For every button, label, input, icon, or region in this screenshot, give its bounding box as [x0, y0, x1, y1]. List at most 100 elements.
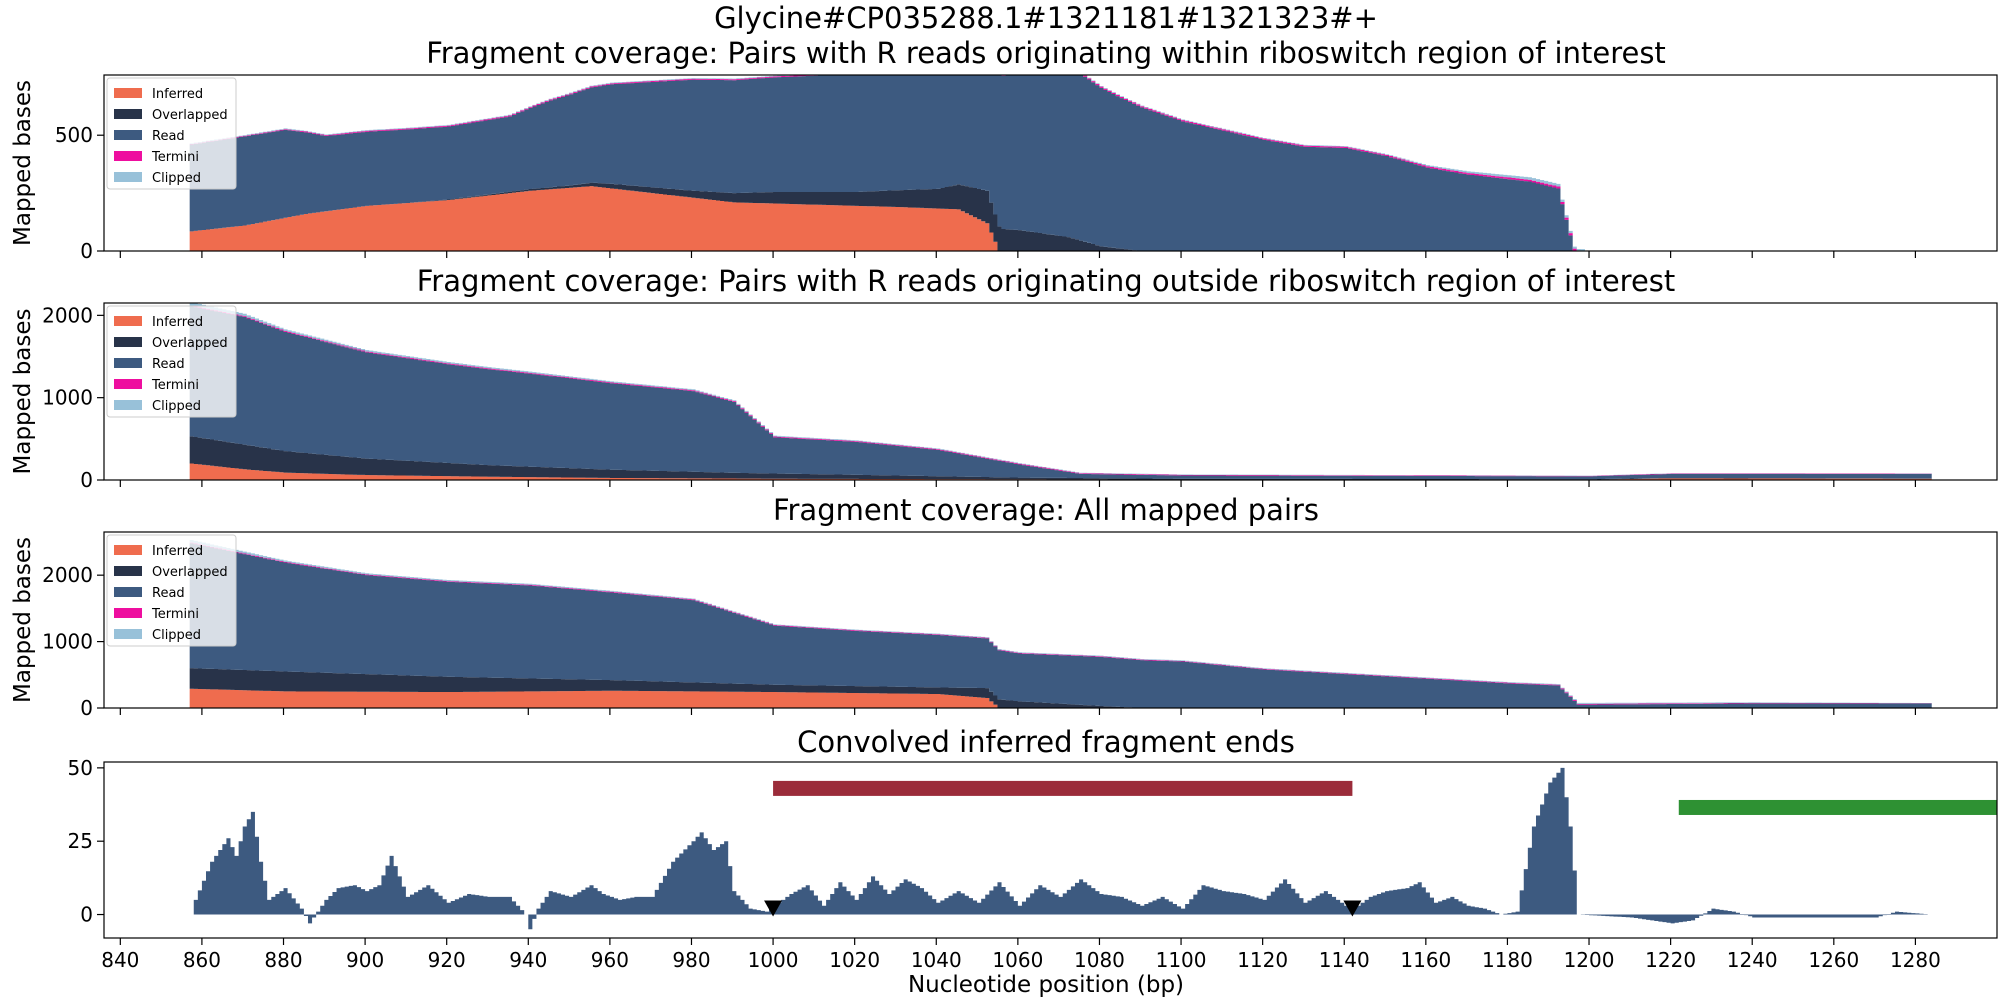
y-axis-label: Mapped bases — [10, 308, 36, 474]
y-tick-label: 0 — [80, 903, 93, 927]
legend: Inferred Overlapped Read Termini Clipped — [106, 534, 237, 647]
series-area-overlapped — [189, 668, 1997, 708]
axes-frame — [103, 531, 1998, 709]
legend-swatch-read — [114, 130, 142, 140]
x-tick-label: 1080 — [1074, 948, 1125, 972]
legend-label: Termini — [151, 378, 199, 393]
annotation-bar-2 — [1678, 799, 1997, 815]
legend-label: Read — [152, 357, 185, 372]
legend-label: Clipped — [152, 399, 201, 414]
legend-swatch-read — [114, 358, 142, 368]
legend-label: Clipped — [152, 628, 201, 643]
x-tick-label: 980 — [672, 948, 710, 972]
series-area-read — [189, 306, 1997, 480]
x-axis-label: Nucleotide position (bp) — [908, 972, 1184, 998]
x-tick-label: 1020 — [829, 948, 880, 972]
legend-swatch-inferred — [114, 316, 142, 326]
x-tick-label: 900 — [346, 948, 384, 972]
x-tick-label: 920 — [428, 948, 466, 972]
panels: Fragment coverage: Pairs with R reads or… — [10, 36, 1998, 972]
legend-swatch-inferred — [114, 545, 142, 555]
x-tick-label: 1240 — [1727, 948, 1778, 972]
plot-marks — [189, 303, 1997, 480]
legend-label: Overlapped — [152, 565, 228, 580]
y-axis-label: Mapped bases — [10, 80, 36, 246]
legend-label: Inferred — [152, 315, 203, 330]
panel-title: Fragment coverage: Pairs with R reads or… — [417, 264, 1676, 298]
axes-frame — [103, 302, 1998, 481]
position-marker-1 — [764, 900, 783, 917]
y-tick-label: 500 — [55, 123, 93, 147]
legend-label: Inferred — [152, 87, 203, 102]
x-tick-label: 960 — [591, 948, 629, 972]
panel-2: Fragment coverage: Pairs with R reads or… — [10, 264, 1998, 492]
x-tick-label: 1160 — [1400, 948, 1451, 972]
legend-swatch-clipped — [114, 172, 142, 182]
panel-title: Fragment coverage: Pairs with R reads or… — [426, 36, 1666, 70]
legend-label: Termini — [151, 607, 199, 622]
legend-swatch-termini — [114, 608, 142, 618]
axes-frame — [103, 761, 1998, 939]
x-tick-label: 1120 — [1237, 948, 1288, 972]
legend-swatch-overlapped — [114, 337, 142, 347]
panel-1: Fragment coverage: Pairs with R reads or… — [10, 36, 1998, 263]
series-area-read — [189, 543, 1997, 708]
legend: Inferred Overlapped Read Termini Clipped — [106, 305, 237, 418]
legend-label: Inferred — [152, 544, 203, 559]
legend-label: Read — [152, 586, 185, 601]
y-tick-label: 0 — [80, 468, 93, 492]
y-tick-label: 1000 — [42, 386, 93, 410]
x-tick-label: 880 — [264, 948, 302, 972]
panel-title: Fragment coverage: All mapped pairs — [773, 493, 1319, 527]
panel-4: Convolved inferred fragment ends 0 25 50 840… — [68, 725, 1998, 972]
series-area-inferred — [189, 463, 1997, 480]
x-tick-label: 1220 — [1645, 948, 1696, 972]
legend-label: Clipped — [152, 171, 201, 186]
legend-swatch-clipped — [114, 629, 142, 639]
x-tick-label: 840 — [101, 948, 139, 972]
panel-3: Fragment coverage: All mapped pairs 0 1000… — [10, 493, 1998, 720]
x-tick-label: 1180 — [1482, 948, 1533, 972]
legend-swatch-inferred — [114, 88, 142, 98]
x-tick-label: 940 — [509, 948, 547, 972]
x-tick-label: 1260 — [1808, 948, 1859, 972]
legend-swatch-termini — [114, 151, 142, 161]
x-tick-label: 1280 — [1890, 948, 1941, 972]
plot-marks — [189, 539, 1997, 708]
legend-swatch-clipped — [114, 400, 142, 410]
series-area-inferred — [189, 186, 1997, 251]
x-tick-label: 860 — [183, 948, 221, 972]
annotation-bar-1 — [773, 780, 1353, 796]
x-tick-label: 1000 — [748, 948, 799, 972]
x-tick-label: 1140 — [1319, 948, 1370, 972]
legend-label: Overlapped — [152, 108, 228, 123]
legend-swatch-termini — [114, 379, 142, 389]
legend-label: Read — [152, 129, 185, 144]
plot-marks — [189, 75, 1997, 251]
convolved-ends-area — [189, 767, 1932, 930]
figure-suptitle: Glycine#CP035288.1#1321181#1321323#+ — [714, 1, 1378, 35]
x-tick-label: 1060 — [992, 948, 1043, 972]
legend-label: Overlapped — [152, 336, 228, 351]
legend-box — [106, 77, 237, 190]
y-axis-label: Mapped bases — [10, 537, 36, 703]
y-tick-label: 25 — [68, 829, 93, 853]
x-tick-label: 1200 — [1564, 948, 1615, 972]
legend: Inferred Overlapped Read Termini Clipped — [106, 77, 237, 190]
panel-title: Convolved inferred fragment ends — [797, 725, 1295, 759]
y-tick-label: 1000 — [42, 630, 93, 654]
series-area-read — [189, 75, 1997, 251]
legend-box — [106, 534, 237, 647]
axes-frame — [103, 74, 1998, 252]
x-tick-label: 1040 — [911, 948, 962, 972]
legend-box — [106, 305, 237, 418]
y-tick-label: 50 — [68, 756, 93, 780]
y-tick-label: 2000 — [42, 563, 93, 587]
y-tick-label: 2000 — [42, 303, 93, 327]
y-tick-label: 0 — [80, 239, 93, 263]
position-marker-2 — [1343, 900, 1362, 917]
legend-label: Termini — [151, 150, 199, 165]
legend-swatch-overlapped — [114, 109, 142, 119]
series-area-inferred — [189, 688, 1997, 708]
